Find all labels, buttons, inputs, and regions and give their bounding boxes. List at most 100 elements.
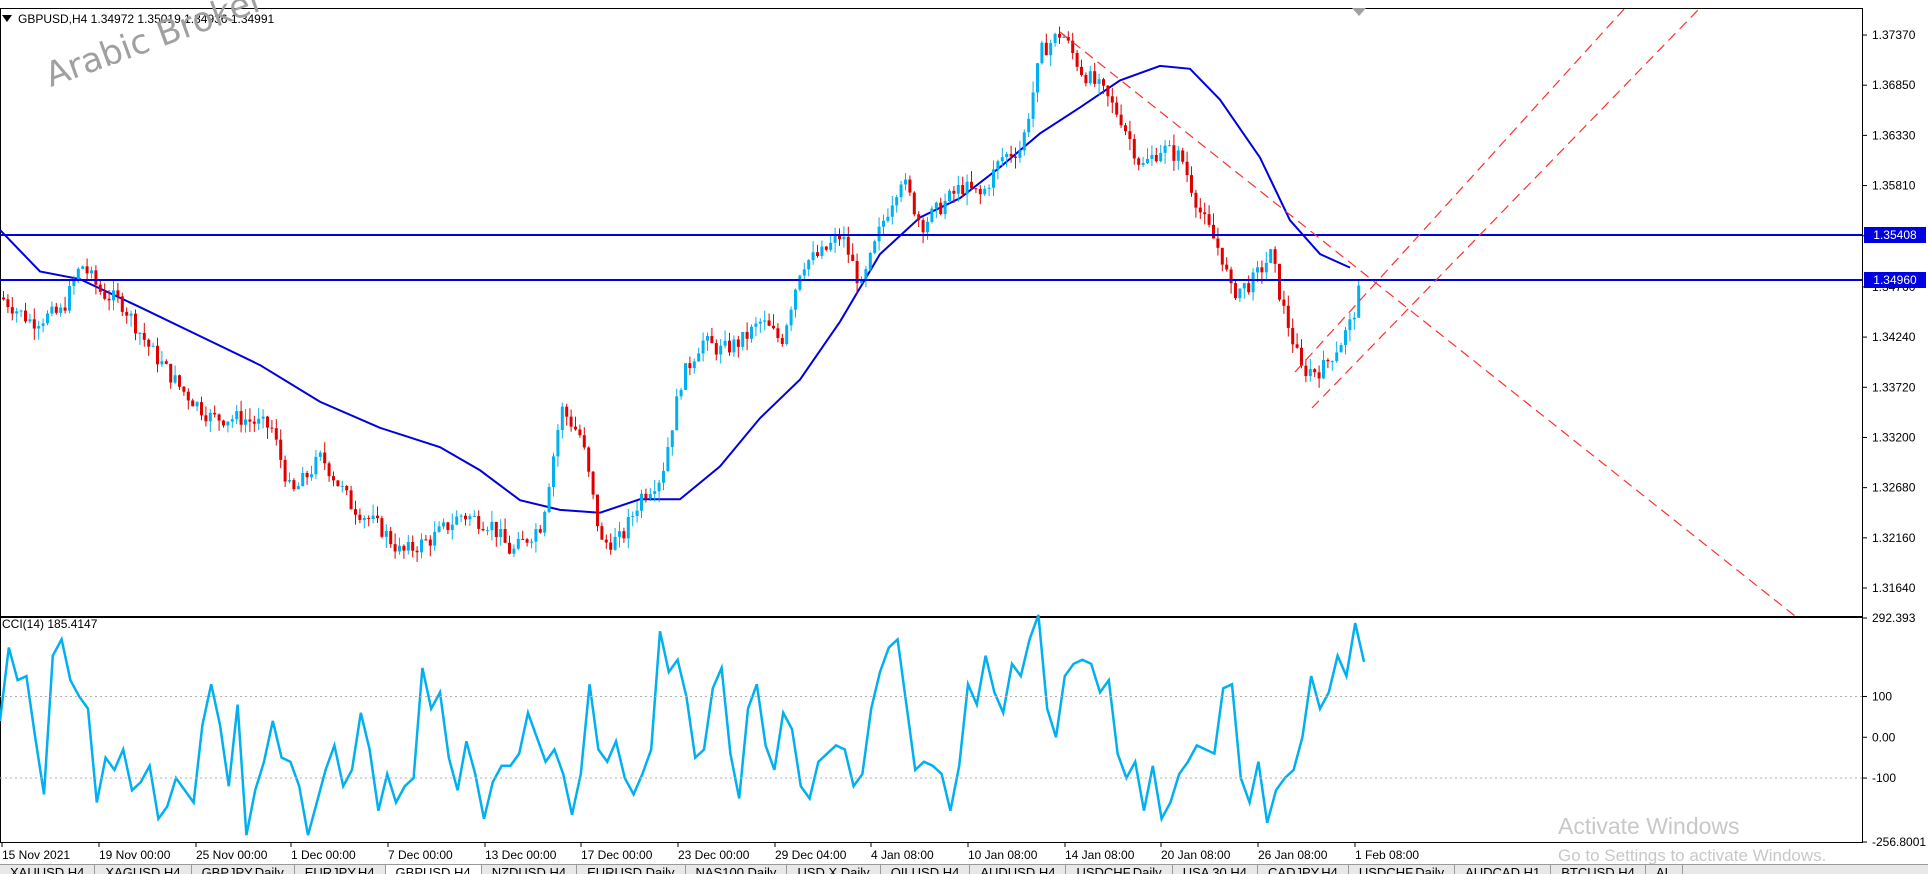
candle [226,421,230,433]
candle [389,526,393,548]
candle [948,188,951,204]
chart-tab[interactable]: USDCHF,Daily [1349,865,1456,874]
candle [301,467,305,487]
candle [1203,202,1207,225]
candle [802,262,806,280]
candle [1088,66,1092,86]
chart-tab[interactable]: EURUSD,Daily [577,865,686,874]
chart-tab[interactable]: AUDCAD,H1 [1455,865,1552,874]
cci-tick-label: -100 [1872,771,1896,785]
collapse-triangle-icon[interactable] [2,15,12,22]
candle [59,303,63,317]
candle [965,174,969,206]
chart-tab[interactable]: NAS100,Daily [686,865,788,874]
candle [468,513,472,527]
chart-tab[interactable]: XAGUSD,H4 [95,865,192,874]
chart-tab[interactable]: GBPUSD,H4 [385,865,482,874]
candle [662,462,665,491]
candle [323,442,327,470]
chart-tab[interactable]: USDCHF,Daily [1066,865,1173,874]
candle [516,532,520,551]
candle [710,327,714,344]
candle [521,530,525,540]
candle [921,217,925,244]
candle [1106,85,1110,107]
candle [292,478,296,492]
candle [472,510,476,518]
activate-windows-title: Activate Windows [1558,813,1740,839]
candle [1141,156,1145,167]
candle [1330,360,1334,371]
candle [151,342,155,347]
candle [1242,282,1246,299]
shift-marker-icon[interactable] [1352,8,1366,16]
uptrend-channel-upper[interactable] [1294,7,1626,373]
candle [1137,156,1141,171]
candle [1027,113,1031,138]
chart-tab[interactable]: EURJPY,H4 [295,865,386,874]
cci-line [0,614,1366,836]
candle [904,173,907,191]
candle [314,449,318,479]
candle [600,522,604,540]
candle [1344,326,1347,355]
candle [81,265,85,270]
candle [578,424,582,438]
candle [956,175,960,202]
candle [230,414,234,428]
candle [1049,39,1053,67]
candle [134,309,137,341]
chart-tab[interactable]: USD X,Daily [787,865,881,874]
chart-tab[interactable]: NZDUSD,H4 [482,865,578,874]
uptrend-channel-lower[interactable] [1311,7,1701,409]
candle [244,408,247,433]
candle [178,374,181,390]
chart-tab[interactable]: CADJPY,H4 [1258,865,1349,874]
candle [327,461,331,482]
chart-tab[interactable]: AL [1646,865,1683,874]
candle [1348,312,1352,342]
candle [794,288,797,318]
candle [2,291,5,301]
cci-tick-label: 0.00 [1872,730,1896,744]
candle [411,535,415,558]
indicator-plot-area [0,617,1863,843]
candle [1207,205,1211,228]
chart-tab[interactable]: USA 30,H4 [1173,865,1259,874]
candle [692,358,696,374]
candle [644,488,648,503]
candle [1357,280,1361,318]
chart-tab[interactable]: AUDUSD,H4 [970,865,1067,874]
candle [186,388,190,410]
candle [1308,358,1312,382]
candle [1110,87,1114,114]
candle [741,331,745,351]
candle [785,323,789,346]
candle [895,194,899,213]
candle [358,508,362,524]
candle [714,339,718,361]
chart-tab[interactable]: GBPJPY,Daily [192,865,295,874]
downtrend-line[interactable] [1059,31,1796,617]
candle [37,320,41,340]
chart-tab[interactable]: BTCUSD,H4 [1551,865,1646,874]
candle [701,332,705,362]
candle [1326,358,1330,369]
candle [464,512,467,526]
candle [1084,72,1088,87]
candle [72,275,76,295]
candle [147,338,151,356]
candle [182,385,186,396]
candle [877,217,881,251]
candle [129,310,133,327]
candle [442,518,445,530]
candle [996,159,1000,180]
candle [138,331,142,345]
chart-tab[interactable]: OILUSD,H4 [881,865,971,874]
candle [54,302,58,315]
candle [890,195,894,225]
chart-tab[interactable]: XAUUSD,H4 [0,865,96,874]
candle [1352,312,1356,330]
